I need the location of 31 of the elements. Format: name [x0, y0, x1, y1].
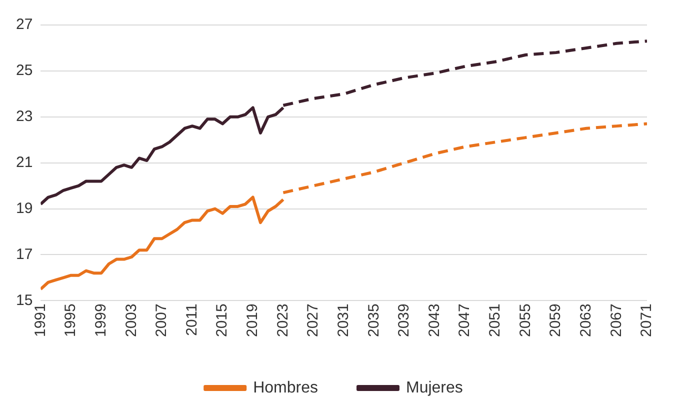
y-tick-label: 15	[16, 292, 33, 309]
x-tick-label: 2043	[426, 304, 443, 338]
x-tick-label: 2011	[183, 304, 200, 336]
x-tick-label: 1999	[92, 304, 110, 338]
x-tick-label: 2019	[244, 304, 262, 338]
x-tick-label: 2071	[638, 304, 656, 338]
y-tick-label: 27	[16, 16, 33, 34]
legend-label: Mujeres	[406, 379, 463, 396]
x-tick-label: 2067	[608, 304, 625, 338]
x-tick-label: 2039	[396, 304, 413, 338]
x-tick-label: 2003	[122, 304, 140, 338]
y-tick-label: 25	[16, 62, 33, 80]
x-tick-label: 2023	[274, 304, 292, 338]
x-tick-label: 2027	[304, 304, 322, 338]
x-tick-label: 1995	[62, 304, 80, 338]
line-series	[282, 122, 647, 194]
x-tick-label: 1991	[32, 304, 49, 338]
x-tick-label: 2055	[516, 304, 534, 338]
y-tick-label: 21	[16, 154, 33, 171]
x-tick-label: 2059	[547, 304, 564, 338]
y-tick-label: 19	[16, 200, 33, 217]
y-tick-label: 17	[16, 246, 33, 263]
x-tick-label: 2031	[334, 304, 352, 338]
x-tick-label: 2051	[486, 304, 504, 338]
x-tick-label: 2015	[214, 304, 231, 338]
x-tick-label: 2063	[578, 304, 595, 338]
y-tick-label: 23	[16, 108, 33, 126]
x-tick-label: 2047	[456, 304, 474, 338]
x-tick-label: 2035	[365, 304, 382, 338]
x-tick-label: 2007	[153, 304, 170, 338]
legend-label: Hombres	[253, 379, 318, 396]
